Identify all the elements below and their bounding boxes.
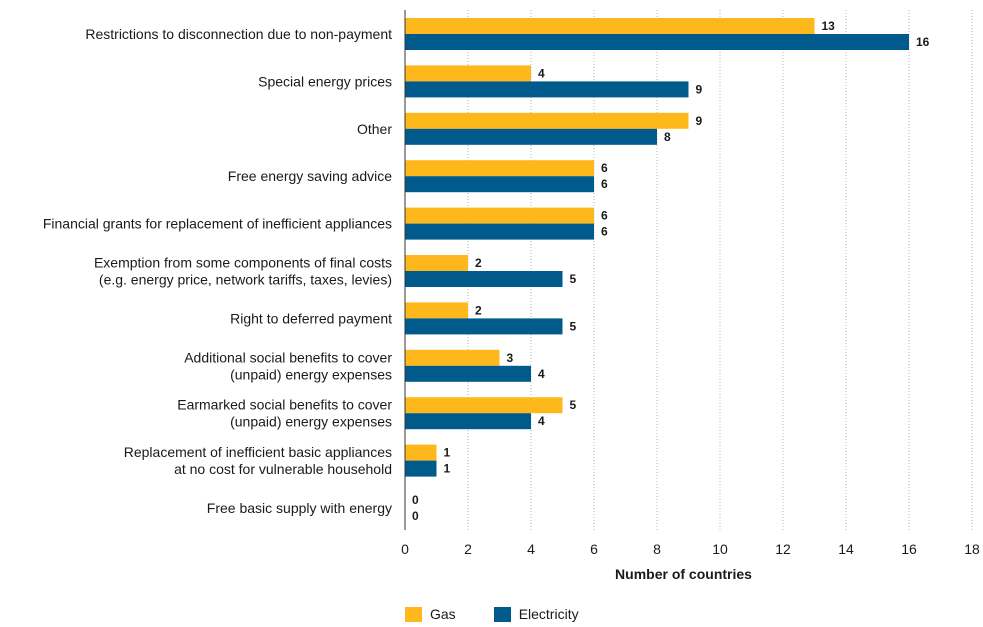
- legend-swatch-gas: [405, 606, 422, 622]
- bar-gas: [405, 397, 563, 414]
- data-label-electricity: 4: [538, 414, 545, 428]
- data-label-electricity: 5: [570, 319, 577, 333]
- category-labels: Restrictions to disconnection due to non…: [43, 26, 393, 516]
- legend-item-electricity: Electricity: [493, 606, 579, 622]
- bar-electricity: [405, 413, 531, 430]
- data-label-gas: 13: [822, 19, 836, 33]
- x-tick-label: 8: [653, 541, 661, 557]
- data-label-gas: 0: [412, 493, 419, 507]
- data-label-gas: 2: [475, 256, 482, 270]
- bar-electricity: [405, 271, 563, 287]
- x-tick-label: 0: [401, 541, 409, 557]
- bar-gas: [405, 255, 468, 271]
- data-label-gas: 6: [601, 161, 608, 175]
- bar-electricity: [405, 223, 594, 240]
- bar-gas: [405, 349, 500, 366]
- bar-gas: [405, 160, 594, 177]
- legend: Gas Electricity: [405, 606, 617, 622]
- data-label-gas: 5: [570, 398, 577, 412]
- category-label: Replacement of inefficient basic applian…: [124, 444, 392, 460]
- category-label: (unpaid) energy expenses: [230, 414, 392, 430]
- x-tick-label: 16: [901, 541, 917, 557]
- data-label-gas: 1: [444, 446, 451, 460]
- category-label: at no cost for vulnerable household: [174, 461, 392, 477]
- data-label-gas: 2: [475, 303, 482, 317]
- bar-electricity: [405, 128, 657, 145]
- data-labels: 13 16 4 9 9 8 6 6 6 6 2 5 2 5 3 4 5 4 1 1 0 0: [412, 19, 930, 523]
- category-label: Additional social benefits to cover: [184, 349, 392, 365]
- data-label-electricity: 9: [696, 82, 703, 96]
- category-label: (unpaid) energy expenses: [230, 366, 392, 382]
- data-label-gas: 6: [601, 209, 608, 223]
- bar-gas: [405, 65, 531, 82]
- category-label: Exemption from some components of final …: [94, 255, 392, 271]
- data-label-electricity: 6: [601, 225, 608, 239]
- legend-label-gas: Gas: [430, 606, 456, 622]
- category-label: Other: [357, 121, 392, 137]
- bar-gas: [405, 18, 815, 34]
- bar-gas: [405, 302, 468, 319]
- category-label: Free basic supply with energy: [207, 500, 392, 516]
- category-label: Financial grants for replacement of inef…: [43, 216, 392, 232]
- data-label-electricity: 0: [412, 509, 419, 523]
- x-axis: 0 2 4 6 8 10 12 14 16 18: [401, 541, 980, 557]
- x-tick-label: 4: [527, 541, 535, 557]
- x-tick-label: 12: [775, 541, 791, 557]
- bar-electricity: [405, 318, 563, 335]
- bar-electricity: [405, 176, 594, 193]
- category-label: Earmarked social benefits to cover: [177, 397, 392, 413]
- bar-electricity: [405, 81, 689, 98]
- bar-electricity: [405, 460, 437, 477]
- category-label: Right to deferred payment: [230, 310, 392, 326]
- bar-electricity: [405, 34, 909, 50]
- x-tick-label: 18: [964, 541, 980, 557]
- data-label-electricity: 6: [601, 177, 608, 191]
- bars: [405, 18, 909, 477]
- category-label: (e.g. energy price, network tariffs, tax…: [99, 272, 392, 288]
- legend-label-electricity: Electricity: [518, 606, 579, 622]
- data-label-electricity: 4: [538, 367, 545, 381]
- data-label-gas: 4: [538, 66, 545, 80]
- data-label-gas: 9: [696, 114, 703, 128]
- x-axis-title: Number of countries: [615, 566, 752, 582]
- data-label-electricity: 1: [444, 462, 451, 476]
- data-label-gas: 3: [507, 351, 514, 365]
- data-label-electricity: 16: [916, 35, 930, 49]
- bar-gas: [405, 444, 437, 461]
- bar-gas: [405, 112, 689, 129]
- category-label: Free energy saving advice: [228, 168, 392, 184]
- bar-electricity: [405, 365, 531, 382]
- category-label: Special energy prices: [258, 73, 392, 89]
- data-label-electricity: 5: [570, 272, 577, 286]
- category-label: Restrictions to disconnection due to non…: [85, 26, 392, 42]
- x-tick-label: 6: [590, 541, 598, 557]
- x-tick-label: 10: [712, 541, 728, 557]
- bar-gas: [405, 207, 594, 224]
- x-tick-label: 2: [464, 541, 472, 557]
- legend-item-gas: Gas: [405, 606, 456, 622]
- data-label-electricity: 8: [664, 130, 671, 144]
- x-tick-label: 14: [838, 541, 854, 557]
- legend-swatch-electricity: [493, 606, 511, 622]
